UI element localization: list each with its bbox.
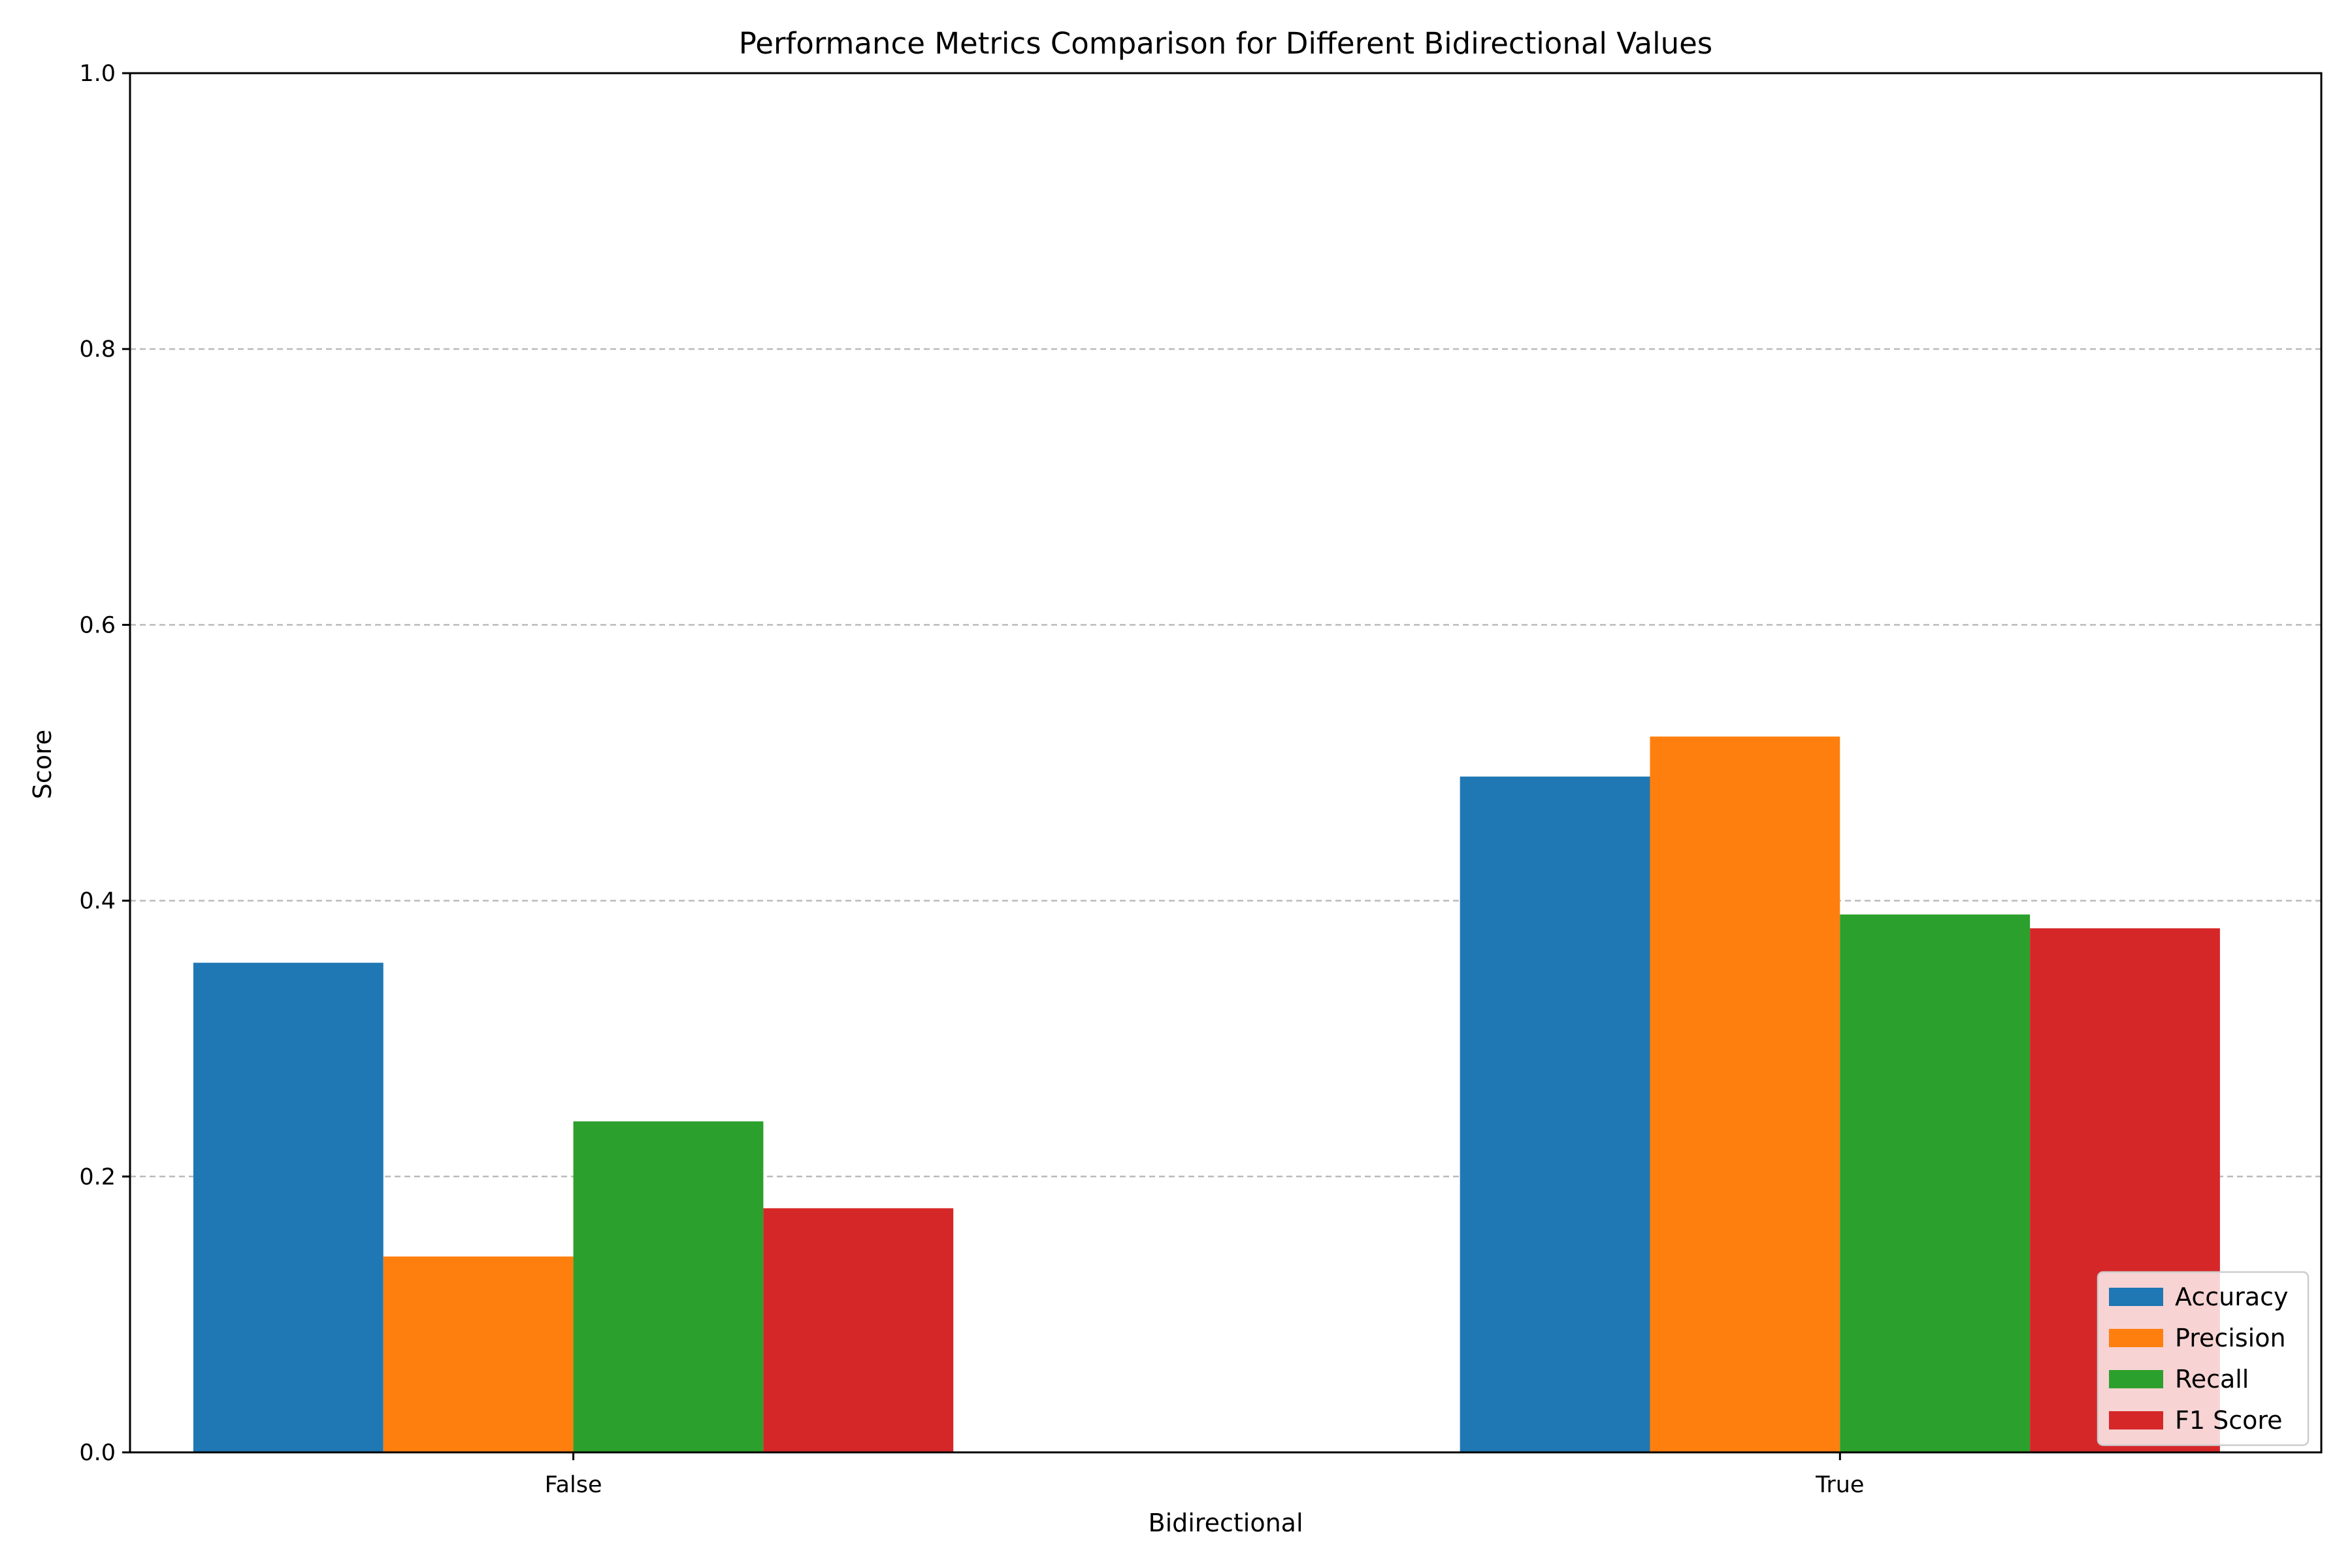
x-axis-label: Bidirectional: [1149, 1509, 1303, 1537]
bars-layer: [193, 736, 2220, 1452]
legend-swatch-f1-score: [2109, 1411, 2163, 1429]
y-tick-label: 0.6: [79, 612, 116, 638]
y-axis-label: Score: [28, 730, 57, 799]
bar-accuracy-false: [193, 962, 384, 1452]
y-tick-label: 0.0: [79, 1440, 116, 1466]
x-tick-label: False: [545, 1472, 602, 1498]
y-tick-label: 0.8: [79, 336, 116, 363]
legend-label-f1-score: F1 Score: [2175, 1406, 2283, 1435]
plot-frame: [129, 72, 2323, 1454]
bar-precision-true: [1650, 736, 1840, 1452]
bar-precision-false: [383, 1256, 574, 1452]
x-tick-label: True: [1815, 1472, 1864, 1498]
legend-label-precision: Precision: [2175, 1324, 2286, 1352]
axes-layer: 0.0 0.2 0.4 0.6 0.8 1.0 False True: [79, 61, 2323, 1498]
y-tick-label: 0.4: [79, 889, 116, 915]
bar-recall-true: [1840, 914, 2031, 1452]
legend: Accuracy Precision Recall F1 Score: [2097, 1271, 2310, 1446]
legend-swatch-precision: [2109, 1329, 2163, 1347]
bar-f1-score-false: [763, 1208, 954, 1452]
legend-box: [2097, 1271, 2310, 1446]
bar-accuracy-true: [1460, 776, 1650, 1452]
chart-title: Performance Metrics Comparison for Diffe…: [739, 26, 1713, 61]
legend-label-recall: Recall: [2175, 1365, 2249, 1394]
y-tick-label: 1.0: [79, 61, 116, 87]
y-tick-label: 0.2: [79, 1164, 116, 1190]
bar-recall-false: [573, 1121, 764, 1452]
legend-label-accuracy: Accuracy: [2175, 1282, 2289, 1311]
legend-swatch-recall: [2109, 1370, 2163, 1388]
legend-swatch-accuracy: [2109, 1288, 2163, 1306]
